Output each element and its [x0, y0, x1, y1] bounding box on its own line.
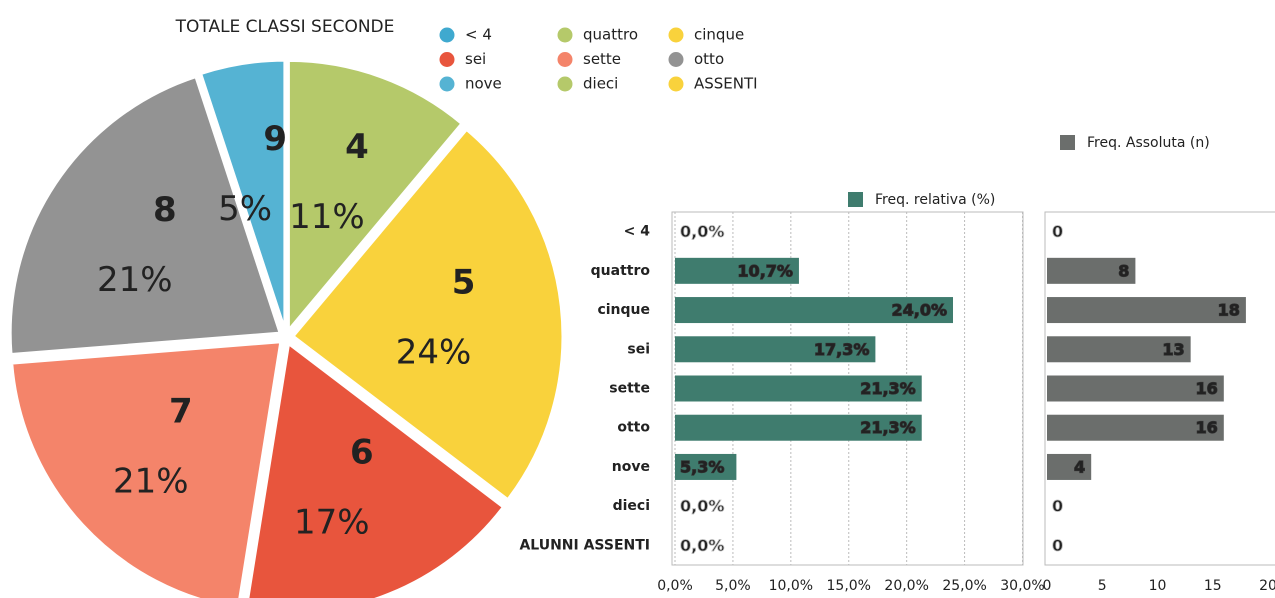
legend-marker	[848, 192, 863, 207]
legend-marker	[557, 27, 573, 43]
value-label: 0,0%	[680, 497, 724, 516]
slice-value-label: 11%	[289, 197, 365, 237]
y-tick-label: ALUNNI ASSENTI	[519, 537, 650, 553]
pie-slice	[198, 58, 287, 331]
legend-marker	[668, 27, 684, 43]
y-tick-label: nove	[612, 459, 650, 475]
x-tick-label: 5	[1098, 578, 1107, 594]
y-tick-label: cinque	[597, 302, 650, 318]
legend-marker	[557, 52, 573, 67]
bar	[1047, 414, 1224, 441]
pie-title: TOTALE CLASSI SECONDE	[175, 17, 395, 37]
bar	[675, 453, 737, 480]
x-tick-label: 15	[1204, 578, 1222, 594]
pie-slice	[10, 340, 283, 598]
y-tick-label: otto	[617, 420, 650, 436]
slice-label: 6	[350, 432, 374, 472]
legend-marker	[668, 52, 684, 67]
slice-value-label: 21%	[113, 462, 189, 502]
value-label: 8	[1118, 261, 1129, 280]
x-tick-label: 30,0%	[1000, 578, 1044, 594]
legend-label: ASSENTI	[694, 75, 758, 93]
value-label: 21,3%	[860, 418, 916, 437]
x-tick-label: 10	[1149, 578, 1167, 594]
bar	[1047, 375, 1224, 402]
value-label: 13	[1162, 340, 1184, 359]
legend-label: Freq. relativa (%)	[875, 192, 995, 208]
plot-area	[1044, 211, 1275, 566]
bar	[1047, 297, 1246, 324]
slice-value-label: 24%	[396, 332, 472, 372]
value-label: 0,0%	[680, 222, 724, 241]
legend-label: quattro	[583, 26, 638, 44]
value-label: 16	[1196, 418, 1218, 437]
x-tick-label: 20	[1259, 578, 1275, 594]
pie-slice	[8, 74, 283, 357]
slice-label: 5	[452, 262, 476, 302]
slice-label: 8	[153, 190, 177, 230]
bar	[675, 375, 922, 402]
legend-marker	[439, 76, 455, 92]
bar	[675, 257, 799, 284]
slice-value-label: 17%	[294, 502, 370, 542]
value-label: 24,0%	[891, 301, 947, 320]
legend-marker	[439, 52, 455, 67]
slice-value-label: 21%	[97, 260, 173, 300]
x-tick-label: 10,0%	[769, 578, 813, 594]
pie-slice	[246, 340, 506, 598]
bar	[675, 336, 876, 363]
slice-label: 7	[169, 392, 193, 432]
value-label: 5,3%	[680, 457, 724, 476]
value-label: 21,3%	[860, 379, 916, 398]
legend-marker	[557, 76, 573, 92]
x-tick-label: 0	[1043, 578, 1052, 594]
value-label: 4	[1074, 457, 1085, 476]
bar	[1047, 453, 1092, 480]
y-tick-label: sette	[609, 381, 650, 397]
value-label: 10,7%	[737, 261, 793, 280]
legend-marker	[1060, 135, 1075, 150]
value-label: 17,3%	[814, 340, 870, 359]
value-label: 0	[1052, 536, 1063, 555]
slice-value-label: 5%	[218, 189, 272, 229]
x-tick-label: 15,0%	[827, 578, 871, 594]
value-label: 0	[1052, 497, 1063, 516]
bar	[675, 414, 922, 441]
legend-label: nove	[465, 75, 502, 93]
y-tick-label: < 4	[624, 224, 651, 240]
legend-label: sei	[465, 50, 486, 68]
y-tick-label: sei	[627, 341, 650, 357]
x-tick-label: 0,0%	[657, 578, 693, 594]
x-tick-label: 25,0%	[942, 578, 986, 594]
bar	[1047, 257, 1136, 284]
y-tick-label: quattro	[591, 263, 651, 279]
legend-label: otto	[694, 50, 724, 68]
value-label: 0,0%	[680, 536, 724, 555]
bar	[1047, 336, 1191, 363]
legend-label: Freq. Assoluta (n)	[1087, 135, 1210, 151]
slice-label: 4	[345, 127, 369, 167]
value-label: 16	[1196, 379, 1218, 398]
legend-label: sette	[583, 50, 621, 68]
x-tick-label: 5,0%	[715, 578, 751, 594]
slice-label: 9	[263, 119, 287, 159]
legend-label: cinque	[694, 26, 744, 44]
pie-slice	[286, 58, 465, 335]
legend-label: < 4	[465, 26, 492, 44]
legend-label: dieci	[583, 75, 618, 93]
legend-marker	[668, 76, 684, 92]
pie-slice	[290, 127, 565, 502]
bar	[675, 297, 953, 324]
value-label: 0	[1052, 222, 1063, 241]
legend-marker	[439, 27, 455, 43]
x-tick-label: 20,0%	[884, 578, 928, 594]
y-tick-label: dieci	[613, 498, 650, 514]
value-label: 18	[1218, 301, 1240, 320]
